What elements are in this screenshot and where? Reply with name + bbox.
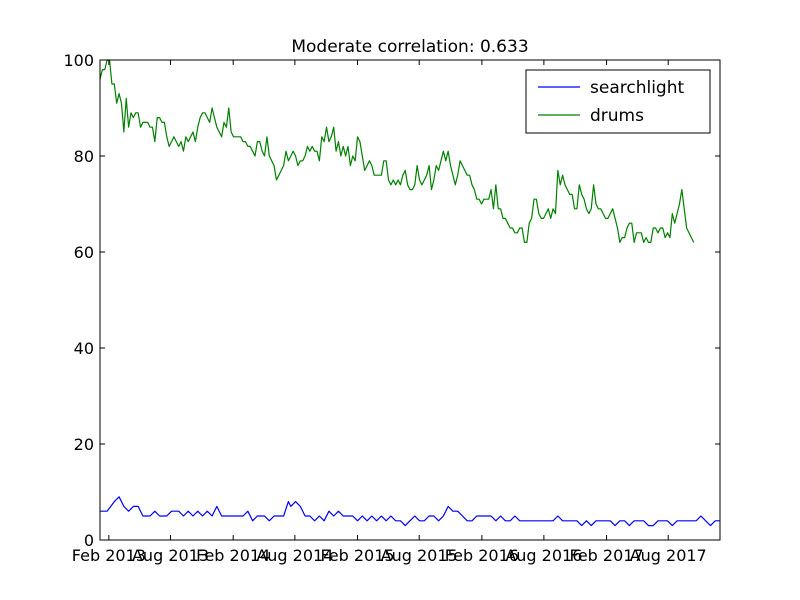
legend-label-drums: drums	[590, 106, 644, 126]
series-line-searchlight	[100, 496, 720, 527]
x-tick-label: Aug 2015	[381, 546, 458, 565]
y-tick-label: 0	[84, 531, 94, 550]
legend: searchlight drums	[525, 69, 711, 134]
series-line-drums	[99, 59, 695, 243]
x-tick-label: Feb 2015	[320, 546, 394, 565]
x-tick-label: Aug 2013	[132, 546, 209, 565]
series-lines	[99, 59, 720, 527]
plot-area-frame	[99, 59, 721, 541]
legend-box	[525, 69, 711, 134]
x-tick-label: Aug 2014	[256, 546, 333, 565]
x-tick-label: Feb 2014	[196, 546, 270, 565]
y-tick-label: 100	[63, 51, 94, 70]
chart-title: Moderate correlation: 0.633	[291, 37, 528, 57]
x-tick-label: Feb 2016	[445, 546, 519, 565]
y-tick-label: 60	[74, 243, 94, 262]
x-tick-label: Feb 2013	[72, 546, 146, 565]
y-tick-label: 40	[74, 339, 94, 358]
y-axis: 0 20 40 60 80 100	[63, 51, 720, 550]
x-tick-label: Aug 2016	[505, 546, 582, 565]
x-tick-label: Aug 2017	[630, 546, 707, 565]
legend-label-searchlight: searchlight	[590, 78, 684, 98]
x-tick-label: Feb 2017	[569, 546, 643, 565]
y-tick-label: 80	[74, 147, 94, 166]
y-tick-label: 20	[74, 435, 94, 454]
